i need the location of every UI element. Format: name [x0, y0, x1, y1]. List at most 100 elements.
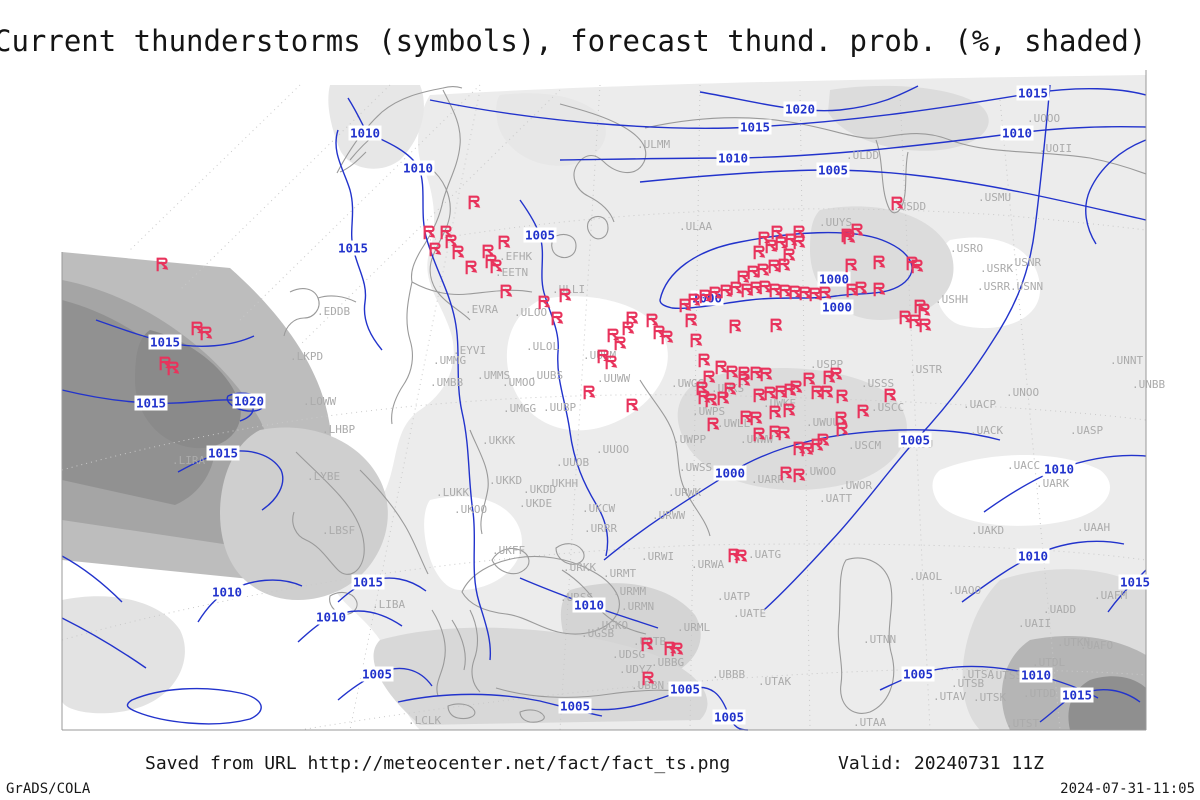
- shading-region: [220, 427, 388, 600]
- isobar-line: [61, 617, 147, 669]
- station-id-label: .UKFF: [492, 544, 525, 557]
- station-id-label: .UUWW: [597, 372, 630, 385]
- station-id-label: .UNOO: [1006, 386, 1039, 399]
- station-id-label: .UATP: [717, 590, 750, 603]
- station-id-label: .UMMG: [433, 354, 466, 367]
- isobar-value: 1000: [819, 272, 849, 287]
- station-id-label: .ULOL: [526, 340, 559, 353]
- coastline-path: [410, 89, 461, 283]
- station-id-label: .UTSA: [961, 668, 994, 681]
- isobar-label-box: [1060, 687, 1094, 703]
- station-id-label: .UTAA: [853, 716, 886, 729]
- coastline-path: [336, 85, 463, 174]
- isobar-label-box: [314, 609, 348, 625]
- isobar-label-box: [716, 150, 750, 166]
- shading-region: [677, 368, 907, 490]
- station-id-label: .EDDB: [317, 305, 350, 318]
- station-id-label: .UTSS: [989, 669, 1022, 682]
- station-id-label: .USHH: [935, 293, 968, 306]
- station-id-label: .UOOO: [1027, 112, 1060, 125]
- station-id-label: .USRR: [977, 280, 1010, 293]
- isobar-value: 1015: [1062, 688, 1092, 703]
- station-id-label: .UAAH: [1077, 521, 1110, 534]
- isobar-value: 1015: [208, 446, 238, 461]
- station-id-label: .LIRA: [172, 454, 205, 467]
- coastline-path: [317, 295, 357, 303]
- station-id-label: .URRR: [584, 522, 617, 535]
- station-id-label: .UATG: [748, 548, 781, 561]
- isobar-value: 1015: [353, 575, 383, 590]
- isobar-value-labels: 1015 1015 1020 1010 1010 1005 1010 1010 1015 1005…: [134, 85, 1152, 725]
- station-id-label: .UGSB: [581, 627, 614, 640]
- isobar-value: 1000: [822, 300, 852, 315]
- coastline-path: [491, 547, 530, 575]
- station-id-label: .LBSF: [322, 524, 355, 537]
- station-id-label: .UTAV: [933, 690, 966, 703]
- station-id-label: .UBBN: [631, 679, 664, 692]
- station-id-label: .USRK: [980, 262, 1013, 275]
- isobar-label-box: [558, 698, 592, 714]
- station-id-label: .UAKD: [971, 524, 1004, 537]
- station-id-label: .UNBB: [1132, 378, 1165, 391]
- station-id-label: .UGTB: [633, 635, 666, 648]
- station-id-label: .UTKN: [1057, 636, 1090, 649]
- station-id-label: .UAOO: [948, 584, 981, 597]
- isobar-value: 1005: [818, 163, 848, 178]
- coastline-path: [469, 609, 481, 693]
- isobar-value: 1010: [350, 126, 380, 141]
- isobar-value: 1015: [150, 335, 180, 350]
- isobar-line: [559, 125, 1147, 161]
- station-id-label: .UUBS: [530, 369, 563, 382]
- station-id-label: .LIBA: [372, 598, 405, 611]
- station-id-label: .USMU: [978, 191, 1011, 204]
- station-id-label: .EFHK: [499, 250, 532, 263]
- station-id-label: .UARR: [751, 473, 784, 486]
- coastlines: [283, 85, 1147, 723]
- graticule-line: [61, 394, 1147, 471]
- station-id-label: .URMM: [613, 585, 646, 598]
- station-id-label: .UDYZ: [619, 663, 652, 676]
- station-id-label: .UACK: [970, 424, 1003, 437]
- station-id-label: .EYVI: [453, 344, 486, 357]
- isobar-label-box: [348, 125, 382, 141]
- probability-shading: [62, 75, 1146, 730]
- station-id-label: .URWW: [652, 509, 685, 522]
- isobar-label-box: [820, 299, 854, 315]
- shading-region: [828, 85, 989, 151]
- isobar-label-box: [1016, 548, 1050, 564]
- station-id-label: .URMT: [603, 567, 636, 580]
- station-id-label: .UDSG: [612, 648, 645, 661]
- isobar-value: 1010: [1018, 549, 1048, 564]
- station-id-label: .UWLL: [717, 417, 750, 430]
- station-id-label: .EVRA: [465, 303, 498, 316]
- coastline-path: [359, 469, 429, 575]
- coastline-path: [461, 555, 620, 635]
- isobar-value: 1010: [1002, 126, 1032, 141]
- station-id-label: .UUBP: [543, 401, 576, 414]
- coastline-path: [431, 609, 446, 697]
- station-id-label: .URKK: [563, 561, 596, 574]
- coastline-path: [292, 451, 365, 575]
- station-id-label: .UMGG: [503, 402, 536, 415]
- station-id-label: .UKKD: [489, 474, 522, 487]
- isobar-label-box: [1118, 574, 1152, 590]
- isobar-label-box: [523, 227, 557, 243]
- isobar-value: 1005: [903, 667, 933, 682]
- isobar-value: 1015: [136, 396, 166, 411]
- station-id-label: .LKPD: [290, 350, 323, 363]
- shading-region: [62, 596, 185, 714]
- station-id-label: .UBBB: [712, 668, 745, 681]
- coastline-path: [644, 117, 1147, 175]
- station-id-label: .UACC: [1007, 459, 1040, 472]
- isobar-value: 1000: [715, 466, 745, 481]
- isobar-value: 1010: [316, 610, 346, 625]
- shading-region: [496, 93, 606, 166]
- station-id-label: .USNR: [1008, 256, 1041, 269]
- isobar-line: [659, 231, 913, 310]
- station-id-label: .UKOO: [454, 503, 487, 516]
- station-id-label: .USRO: [950, 242, 983, 255]
- creation-datetime: 2024-07-31-11:05: [1060, 781, 1195, 797]
- station-id-label: .UWWW: [740, 433, 773, 446]
- station-id-label: .UKCW: [582, 502, 615, 515]
- station-id-label: .UNNT: [1110, 354, 1143, 367]
